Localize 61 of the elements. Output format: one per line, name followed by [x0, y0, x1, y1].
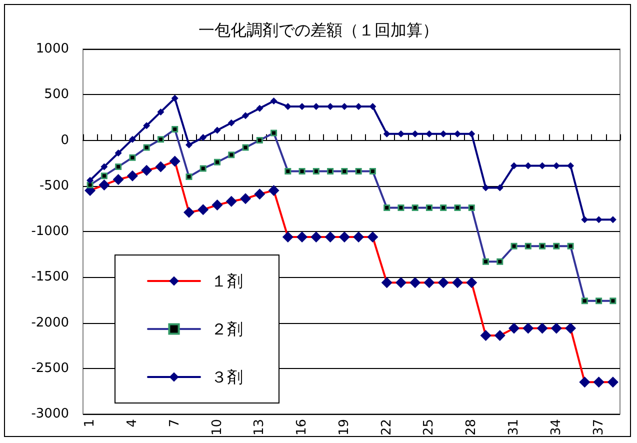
point	[284, 102, 292, 110]
point	[228, 119, 235, 126]
point	[143, 122, 150, 130]
y-tick-label: 0	[60, 132, 69, 148]
y-tick-label: -3000	[31, 406, 69, 422]
legend-label: １剤	[211, 272, 243, 290]
point	[426, 130, 433, 138]
point	[482, 184, 490, 192]
x-tick-label: 13	[252, 419, 268, 436]
point	[567, 162, 574, 170]
point	[581, 216, 588, 224]
point	[468, 130, 476, 138]
y-tick-label: -2000	[31, 315, 69, 330]
x-tick-label: 31	[506, 419, 522, 436]
x-tick-label: 19	[336, 419, 352, 436]
point	[86, 176, 94, 184]
x-tick-label: 37	[591, 419, 606, 436]
x-tick-label: 1	[82, 419, 98, 428]
point	[214, 126, 221, 134]
legend-label: ３剤	[211, 368, 243, 386]
point	[454, 130, 461, 138]
point	[171, 94, 178, 102]
point	[326, 102, 334, 110]
y-tick-label: 1000	[36, 42, 69, 56]
point	[524, 162, 532, 170]
chart-title: 一包化調剤での差額（１回加算）	[198, 20, 438, 40]
point	[440, 130, 447, 138]
point	[383, 130, 390, 138]
x-tick-label: 34	[548, 419, 564, 436]
point	[114, 150, 122, 157]
point	[256, 104, 264, 112]
x-tick-label: 28	[464, 419, 480, 436]
point	[397, 130, 404, 138]
x-tick-label: 4	[124, 419, 140, 428]
y-tick-label: -1500	[31, 270, 69, 285]
point	[552, 162, 560, 170]
y-tick-label: -1000	[31, 224, 69, 239]
x-tick-label: 7	[167, 419, 182, 428]
point	[128, 136, 136, 143]
point	[538, 162, 546, 170]
point	[157, 108, 164, 116]
y-tick-label: -500	[39, 178, 69, 194]
point	[496, 184, 504, 192]
x-tick-label: 16	[294, 419, 310, 436]
x-tick-label: 25	[422, 419, 437, 436]
point	[200, 134, 207, 142]
x-tick-label: 22	[379, 419, 394, 436]
point	[312, 102, 320, 110]
point	[412, 130, 419, 138]
point	[595, 216, 602, 224]
y-tick-label: 500	[44, 87, 69, 102]
point	[510, 162, 518, 170]
point	[270, 98, 278, 105]
point	[100, 163, 108, 170]
x-tick-label: 10	[210, 419, 225, 436]
point	[609, 216, 616, 224]
legend-label: ２剤	[211, 320, 243, 338]
point	[242, 112, 250, 120]
point	[369, 102, 376, 110]
point	[185, 141, 192, 148]
y-tick-label: -2500	[31, 360, 69, 376]
